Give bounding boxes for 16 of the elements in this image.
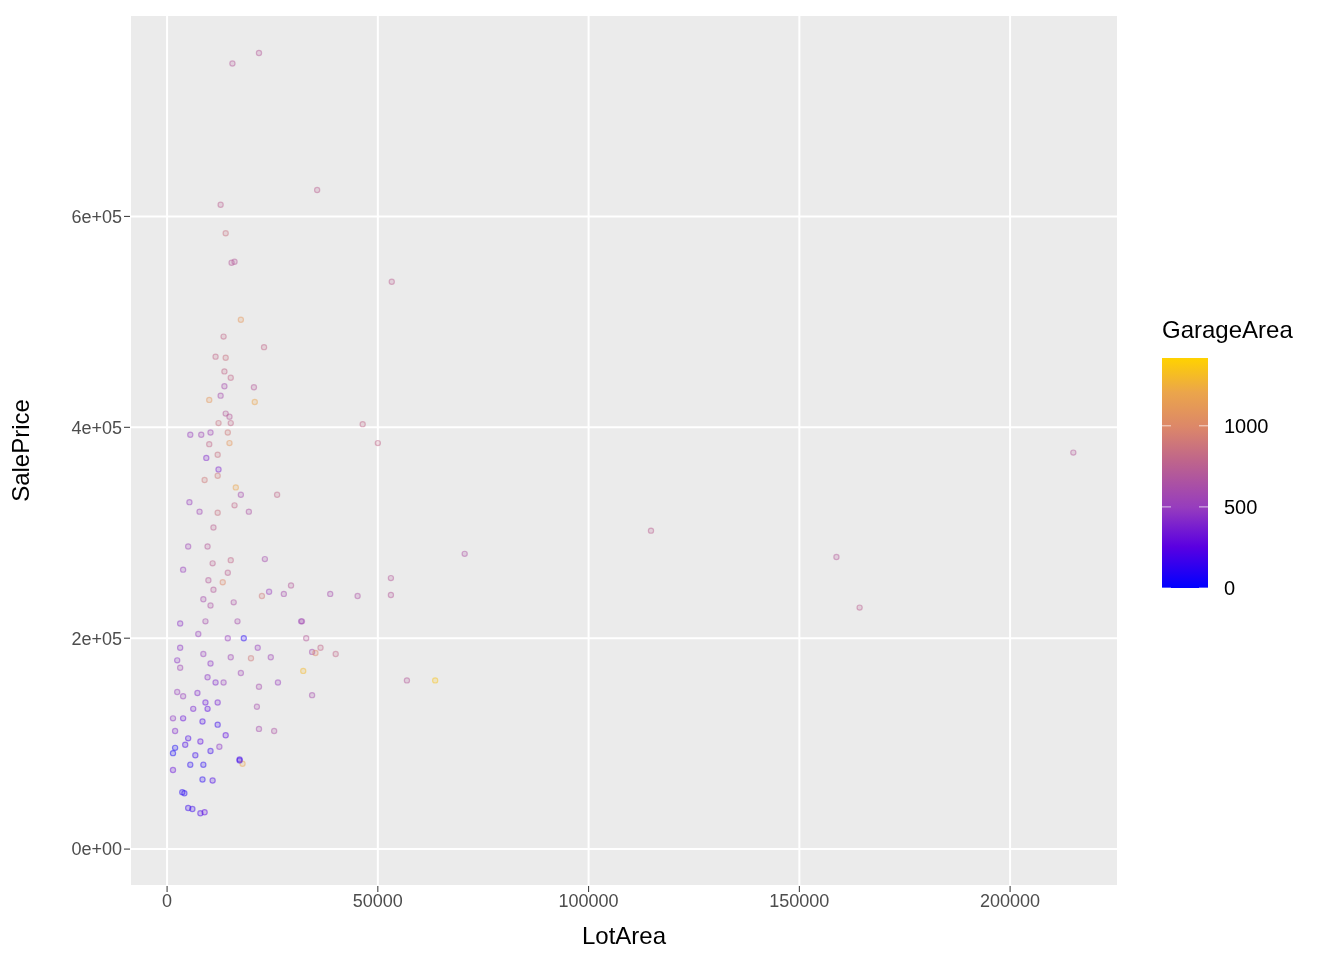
- y-tick-label: 6e+05: [71, 206, 122, 227]
- color-bar-label: 500: [1224, 495, 1258, 518]
- x-axis-title: LotArea: [581, 922, 667, 949]
- color-bar-title: GarageArea: [1162, 316, 1294, 344]
- x-tick-label: 0: [162, 890, 173, 911]
- color-bar-label: 0: [1224, 577, 1236, 599]
- y-tick-label: 0e+00: [71, 839, 122, 860]
- color-bar-label: 1000: [1224, 414, 1269, 437]
- x-tick-label: 150000: [769, 890, 830, 911]
- y-tick-label: 4e+05: [71, 417, 122, 438]
- y-tick-label: 2e+05: [71, 628, 122, 649]
- x-tick-label: 100000: [558, 890, 619, 911]
- x-tick-label: 200000: [980, 890, 1041, 911]
- color-scale: 0 500 1000: [1162, 358, 1302, 608]
- y-axis-title: SalePrice: [6, 399, 34, 502]
- x-tick-label: 50000: [352, 890, 403, 911]
